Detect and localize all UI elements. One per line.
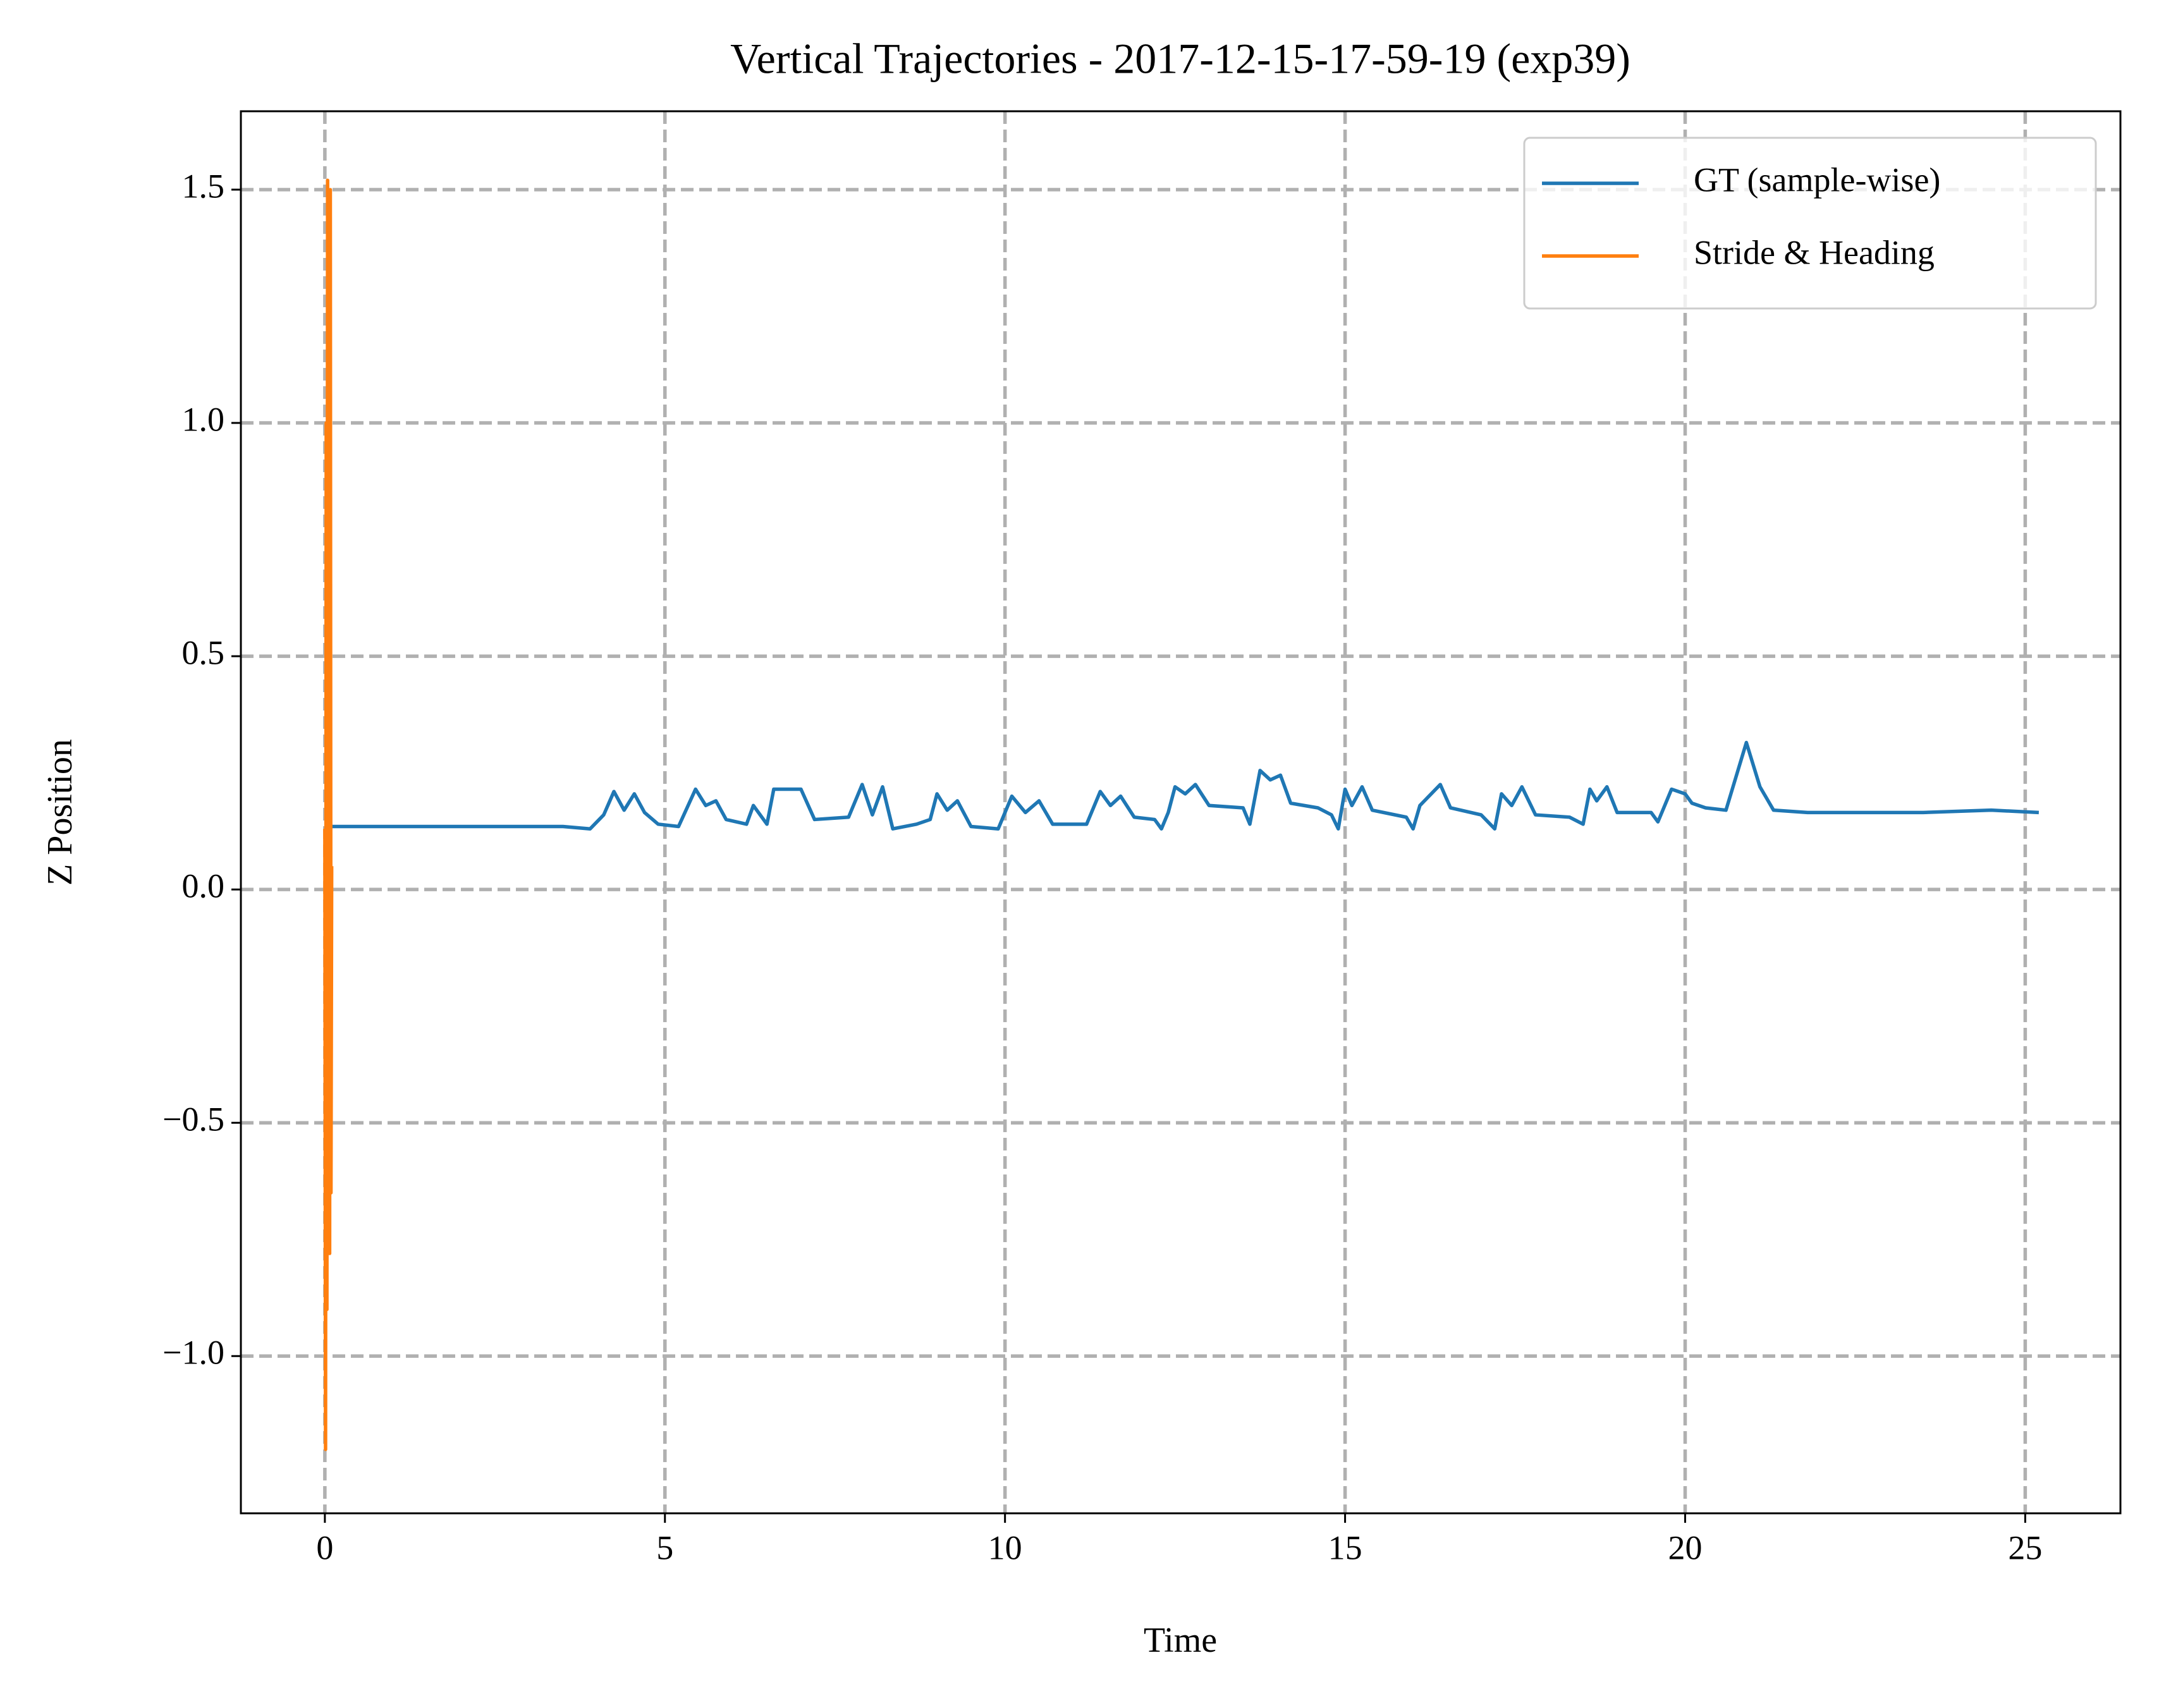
legend-label: GT (sample-wise) xyxy=(1694,161,1940,198)
x-tick-label: 5 xyxy=(656,1528,673,1566)
x-tick-label: 15 xyxy=(1328,1528,1362,1566)
x-axis-label: Time xyxy=(1144,1621,1217,1660)
x-tick-label: 0 xyxy=(316,1528,333,1566)
legend: GT (sample-wise) Stride & Heading xyxy=(1523,137,2097,310)
y-tick-label: 1.5 xyxy=(182,167,225,205)
y-tick-label: 0.0 xyxy=(182,867,225,905)
x-tick-label: 10 xyxy=(988,1528,1022,1566)
y-tick-label: −0.5 xyxy=(162,1101,224,1138)
y-tick-label: 0.5 xyxy=(182,633,225,671)
y-tick-label: −1.0 xyxy=(162,1334,224,1372)
x-tick-label: 25 xyxy=(2008,1528,2042,1566)
legend-box xyxy=(1523,137,2097,310)
series-line xyxy=(323,178,334,1451)
legend-label: Stride & Heading xyxy=(1694,233,1935,271)
plot-frame xyxy=(240,110,2122,1515)
y-axis-label: Z Position xyxy=(40,739,80,886)
x-tick-label: 20 xyxy=(1668,1528,1702,1566)
series-line xyxy=(324,740,2040,831)
chart-title: Vertical Trajectories - 2017-12-15-17-59… xyxy=(730,35,1630,83)
y-tick-label: 1.0 xyxy=(182,400,225,438)
